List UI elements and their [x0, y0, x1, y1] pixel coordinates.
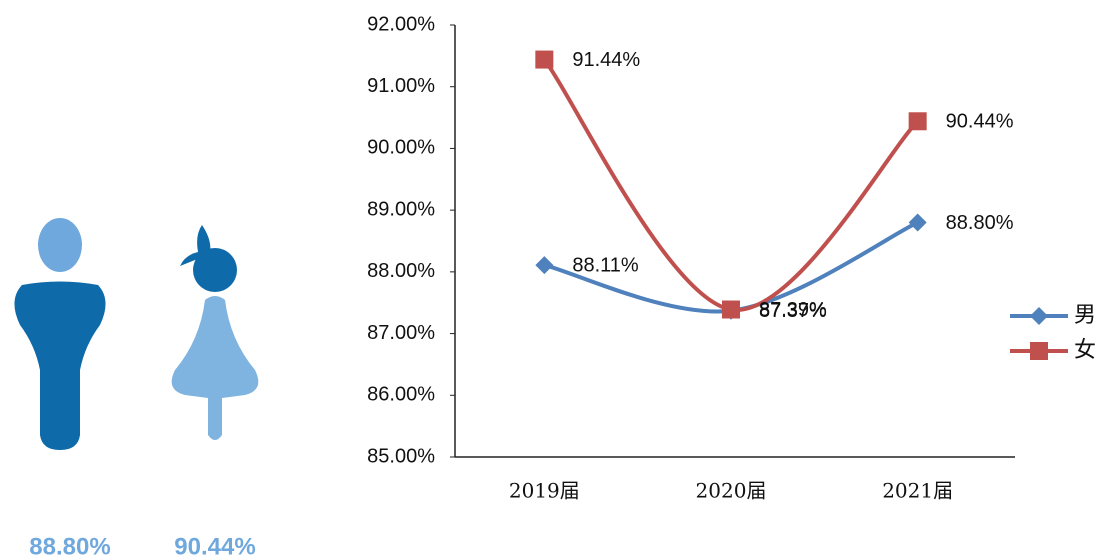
summary-label: 90.44%	[174, 533, 255, 559]
legend-marker	[1030, 307, 1048, 325]
y-tick-label: 91.00%	[367, 75, 435, 97]
y-tick-label: 92.00%	[367, 13, 435, 35]
point	[908, 213, 927, 232]
summary-label: 88.80%	[29, 533, 110, 559]
point	[908, 112, 927, 131]
legend-label: 男	[1074, 303, 1096, 328]
y-tick-label: 88.00%	[367, 260, 435, 282]
x-tick-label: 2019届	[509, 479, 580, 503]
x-tick-label: 2020届	[696, 479, 767, 503]
y-tick-label: 89.00%	[367, 198, 435, 220]
legend-marker	[1030, 342, 1048, 360]
data-label: 91.44%	[572, 49, 640, 71]
y-tick-label: 86.00%	[367, 384, 435, 406]
male-icon	[14, 218, 106, 450]
data-label: 88.11%	[572, 254, 639, 276]
data-label: 87.37%	[759, 300, 827, 322]
y-tick-label: 85.00%	[367, 445, 435, 467]
point	[535, 256, 554, 275]
data-label: 87.39%	[759, 299, 827, 321]
female-icon	[171, 225, 259, 440]
y-tick-label: 90.00%	[367, 137, 435, 159]
point	[535, 50, 554, 69]
y-tick-label: 87.00%	[367, 322, 435, 344]
data-label: 90.44%	[946, 111, 1014, 133]
point	[722, 300, 740, 319]
data-label: 88.80%	[946, 212, 1014, 234]
legend-label: 女	[1074, 338, 1096, 363]
x-tick-label: 2021届	[882, 479, 953, 503]
